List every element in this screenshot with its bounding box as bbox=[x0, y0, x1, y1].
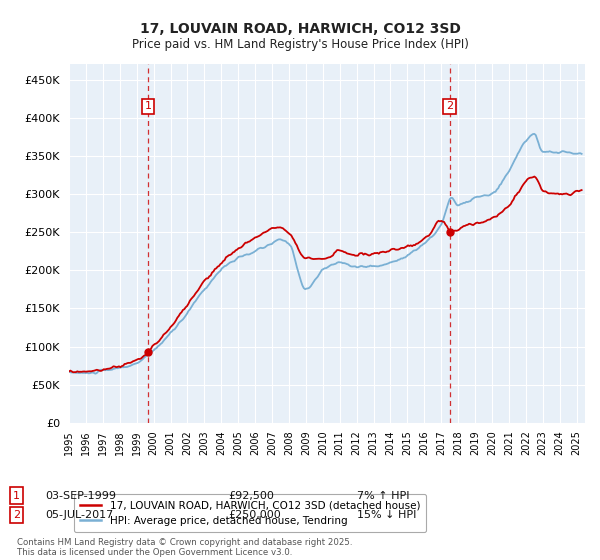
Text: 2: 2 bbox=[13, 510, 20, 520]
Text: 15% ↓ HPI: 15% ↓ HPI bbox=[357, 510, 416, 520]
Text: 03-SEP-1999: 03-SEP-1999 bbox=[45, 491, 116, 501]
Text: £250,000: £250,000 bbox=[228, 510, 281, 520]
Text: 1: 1 bbox=[13, 491, 20, 501]
Text: 7% ↑ HPI: 7% ↑ HPI bbox=[357, 491, 409, 501]
Text: Price paid vs. HM Land Registry's House Price Index (HPI): Price paid vs. HM Land Registry's House … bbox=[131, 38, 469, 50]
Text: 05-JUL-2017: 05-JUL-2017 bbox=[45, 510, 113, 520]
Legend: 17, LOUVAIN ROAD, HARWICH, CO12 3SD (detached house), HPI: Average price, detach: 17, LOUVAIN ROAD, HARWICH, CO12 3SD (det… bbox=[74, 494, 427, 532]
Text: £92,500: £92,500 bbox=[228, 491, 274, 501]
Text: 1: 1 bbox=[145, 101, 151, 111]
Text: 17, LOUVAIN ROAD, HARWICH, CO12 3SD: 17, LOUVAIN ROAD, HARWICH, CO12 3SD bbox=[140, 22, 460, 36]
Text: Contains HM Land Registry data © Crown copyright and database right 2025.
This d: Contains HM Land Registry data © Crown c… bbox=[17, 538, 352, 557]
Text: 2: 2 bbox=[446, 101, 453, 111]
